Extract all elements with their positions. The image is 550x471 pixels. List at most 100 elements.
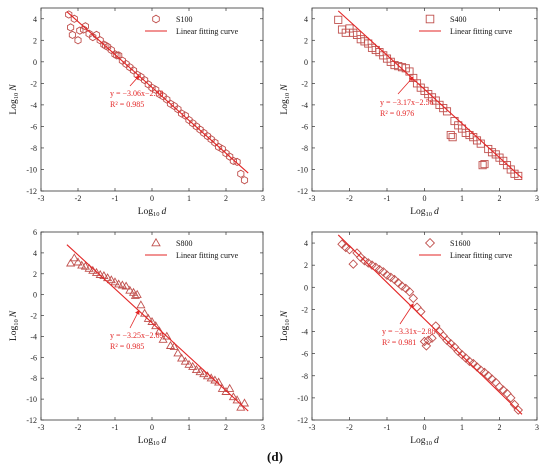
annotation-arrow xyxy=(129,75,140,87)
legend-marker xyxy=(425,14,435,24)
x-axis-label: Log10 d xyxy=(138,436,167,447)
data-point xyxy=(222,149,230,158)
data-point xyxy=(151,321,161,330)
data-point xyxy=(91,267,102,276)
x-tick-label: -1 xyxy=(112,194,119,203)
data-point xyxy=(514,171,523,180)
figure-label: (d) xyxy=(267,449,283,464)
y-tick-label: 0 xyxy=(304,283,308,292)
data-point xyxy=(65,10,73,19)
x-tick-label: 1 xyxy=(460,194,464,203)
x-tick-label: -2 xyxy=(75,423,82,432)
data-point xyxy=(180,356,190,365)
y-tick-label: -6 xyxy=(301,350,308,359)
x-tick-label: 3 xyxy=(535,194,539,203)
data-point xyxy=(191,364,201,374)
data-point xyxy=(132,289,142,298)
y-tick-label: 6 xyxy=(33,228,37,237)
data-point xyxy=(155,89,163,99)
x-tick-label: 2 xyxy=(224,194,228,203)
data-point xyxy=(199,369,209,378)
y-axis-label: Log10N xyxy=(9,84,20,115)
x-tick-label: -3 xyxy=(309,423,316,432)
y-tick-label: -10 xyxy=(26,165,37,174)
x-tick-label: 0 xyxy=(150,423,154,432)
fit-equation: y = −3.06x−2.38 xyxy=(110,89,164,98)
data-point xyxy=(427,333,437,343)
data-point xyxy=(80,261,90,270)
y-tick-label: 2 xyxy=(304,261,308,270)
y-axis-label: Log10N xyxy=(280,84,291,115)
fit-r-squared: R² = 0.976 xyxy=(380,109,414,118)
data-point xyxy=(195,367,205,376)
y-tick-label: -10 xyxy=(26,395,37,404)
x-tick-label: 0 xyxy=(423,194,427,203)
data-point xyxy=(125,285,135,294)
data-point xyxy=(334,15,343,24)
data-point xyxy=(442,107,452,116)
data-point xyxy=(509,399,520,410)
legend-line-label: Linear fitting curve xyxy=(176,27,239,36)
x-tick-label: -2 xyxy=(346,194,353,203)
annotation-arrow xyxy=(129,309,140,329)
data-point xyxy=(505,393,516,403)
x-tick-label: 1 xyxy=(187,194,191,203)
data-point xyxy=(121,281,131,290)
data-point xyxy=(478,161,487,170)
legend-line-label: Linear fitting curve xyxy=(176,251,239,260)
legend-marker-label: S800 xyxy=(176,239,192,248)
data-point xyxy=(348,259,359,269)
x-axis-label: Log10 d xyxy=(410,207,439,218)
data-point xyxy=(188,361,198,370)
data-point xyxy=(184,359,194,368)
y-tick-label: 4 xyxy=(304,15,308,24)
fit-line xyxy=(66,11,249,174)
x-tick-label: 2 xyxy=(498,194,502,203)
y-tick-label: -6 xyxy=(30,353,37,362)
y-tick-label: -8 xyxy=(30,374,37,383)
data-point xyxy=(115,51,123,60)
data-point xyxy=(408,293,419,304)
legend-marker xyxy=(424,237,436,249)
y-tick-label: -2 xyxy=(301,305,308,314)
data-point xyxy=(79,25,88,34)
y-tick-label: -4 xyxy=(30,332,37,341)
y-tick-label: 4 xyxy=(33,15,37,24)
data-point xyxy=(73,257,83,266)
data-point xyxy=(85,29,93,38)
y-tick-label: -10 xyxy=(297,165,308,174)
x-tick-label: -1 xyxy=(384,194,391,203)
y-tick-label: -12 xyxy=(297,187,308,196)
x-tick-label: 2 xyxy=(498,423,502,432)
data-point xyxy=(419,336,430,347)
legend-marker-label: S100 xyxy=(176,15,192,24)
data-point xyxy=(130,290,140,299)
legend-line-label: Linear fitting curve xyxy=(450,27,513,36)
plot-frame xyxy=(311,231,538,421)
legend-marker-label: S1600 xyxy=(450,239,470,248)
annotation-arrow xyxy=(399,303,414,325)
y-tick-label: -2 xyxy=(30,79,37,88)
fit-r-squared: R² = 0.985 xyxy=(110,342,144,351)
data-point xyxy=(166,99,175,108)
data-point xyxy=(68,30,77,40)
x-tick-label: 0 xyxy=(423,423,427,432)
y-tick-label: -12 xyxy=(26,187,37,196)
data-point xyxy=(448,133,457,142)
data-point xyxy=(89,32,97,42)
y-tick-label: 0 xyxy=(33,291,37,300)
data-point xyxy=(423,335,434,346)
data-point xyxy=(70,14,78,23)
x-tick-label: 3 xyxy=(535,423,539,432)
data-point xyxy=(217,383,227,392)
y-axis-label: Log10N xyxy=(280,310,291,341)
data-point xyxy=(240,176,249,185)
data-point xyxy=(148,83,156,92)
y-tick-label: -4 xyxy=(30,101,37,110)
data-point xyxy=(480,160,489,169)
x-tick-label: 2 xyxy=(224,423,228,432)
x-tick-label: 1 xyxy=(187,423,191,432)
y-tick-label: -6 xyxy=(301,122,308,131)
y-tick-label: -12 xyxy=(26,416,37,425)
